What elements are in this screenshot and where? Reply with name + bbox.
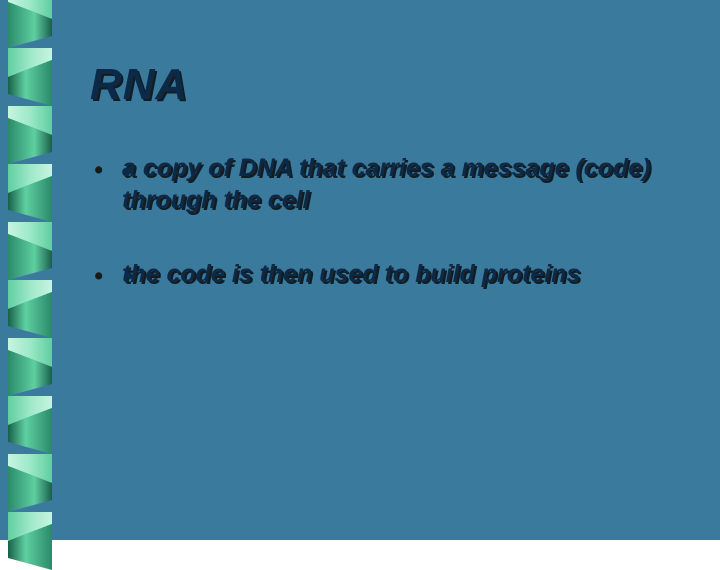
bullet-marker-icon: • — [94, 154, 103, 186]
bullet-list: • a copy of DNA that carries a message (… — [90, 152, 680, 290]
ribbon-segment — [8, 512, 52, 570]
bullet-item: • a copy of DNA that carries a message (… — [90, 152, 680, 216]
slide-title: RNA RNA — [90, 60, 680, 110]
slide-content: RNA RNA • a copy of DNA that carries a m… — [0, 0, 720, 540]
ribbon-segment — [8, 280, 52, 338]
ribbon-segment — [8, 48, 52, 106]
ribbon-segment — [8, 0, 52, 48]
ribbon-segment — [8, 106, 52, 164]
slide: RNA RNA • a copy of DNA that carries a m… — [0, 0, 720, 540]
title-text: RNA — [90, 60, 188, 109]
ribbon-segment — [8, 222, 52, 280]
bullet-marker-icon: • — [124, 154, 133, 186]
ribbon-segment — [8, 338, 52, 396]
bullet-main: • the code is then used to build protein… — [122, 260, 580, 288]
ribbon-segment — [8, 454, 52, 512]
ribbon-segment — [8, 396, 52, 454]
bullet-marker-icon: • — [94, 260, 103, 292]
ribbon-segment — [8, 164, 52, 222]
bullet-item: • the code is then used to build protein… — [90, 258, 680, 290]
ribbon-decoration — [0, 0, 60, 540]
bullet-text: the code is then used to build proteins — [122, 260, 580, 288]
bullet-marker-icon: • — [124, 260, 133, 292]
